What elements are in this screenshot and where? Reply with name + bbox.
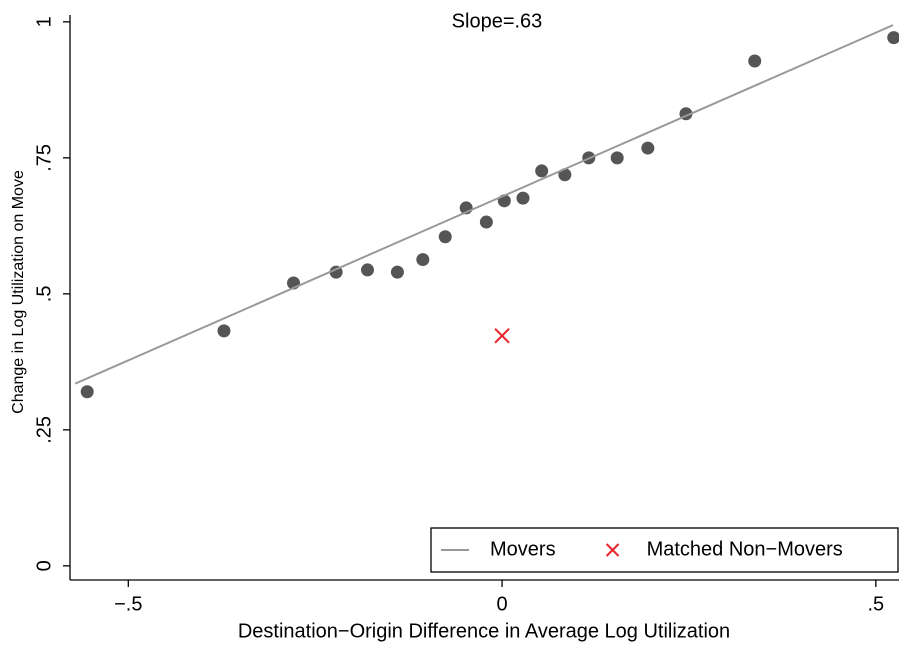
point (217, 324, 231, 338)
legend-box (430, 527, 899, 573)
legend-swatch (605, 543, 620, 557)
y-tick-label: .75 (33, 144, 55, 172)
point (887, 31, 899, 45)
point (361, 263, 375, 277)
legend: Movers Matched Non−Movers (430, 527, 899, 573)
point (479, 215, 493, 229)
point (748, 54, 762, 68)
x-axis-label: Destination−Origin Difference in Average… (238, 620, 730, 642)
x-tick-label: −.5 (114, 593, 142, 615)
point (390, 265, 404, 279)
x-tick-label: .5 (867, 593, 884, 615)
fit-line (74, 24, 894, 385)
point (535, 164, 549, 178)
x-marker (494, 328, 510, 344)
annotation: Slope=.63 (452, 10, 543, 32)
point (610, 151, 624, 165)
legend-label: Matched Non−Movers (647, 538, 843, 560)
y-tick-label: 0 (33, 560, 55, 571)
y-axis-label: Change in Log Utilization on Move (10, 170, 27, 414)
point (80, 385, 94, 399)
y-tick-label: 1 (33, 16, 55, 27)
y-tick-label: .25 (33, 416, 55, 444)
x-tick-label: 0 (497, 593, 508, 615)
point (641, 141, 655, 155)
legend-label: Movers (490, 538, 556, 560)
point (438, 230, 452, 244)
point (516, 191, 530, 205)
y-tick-label: .5 (33, 286, 55, 303)
point (416, 253, 430, 267)
